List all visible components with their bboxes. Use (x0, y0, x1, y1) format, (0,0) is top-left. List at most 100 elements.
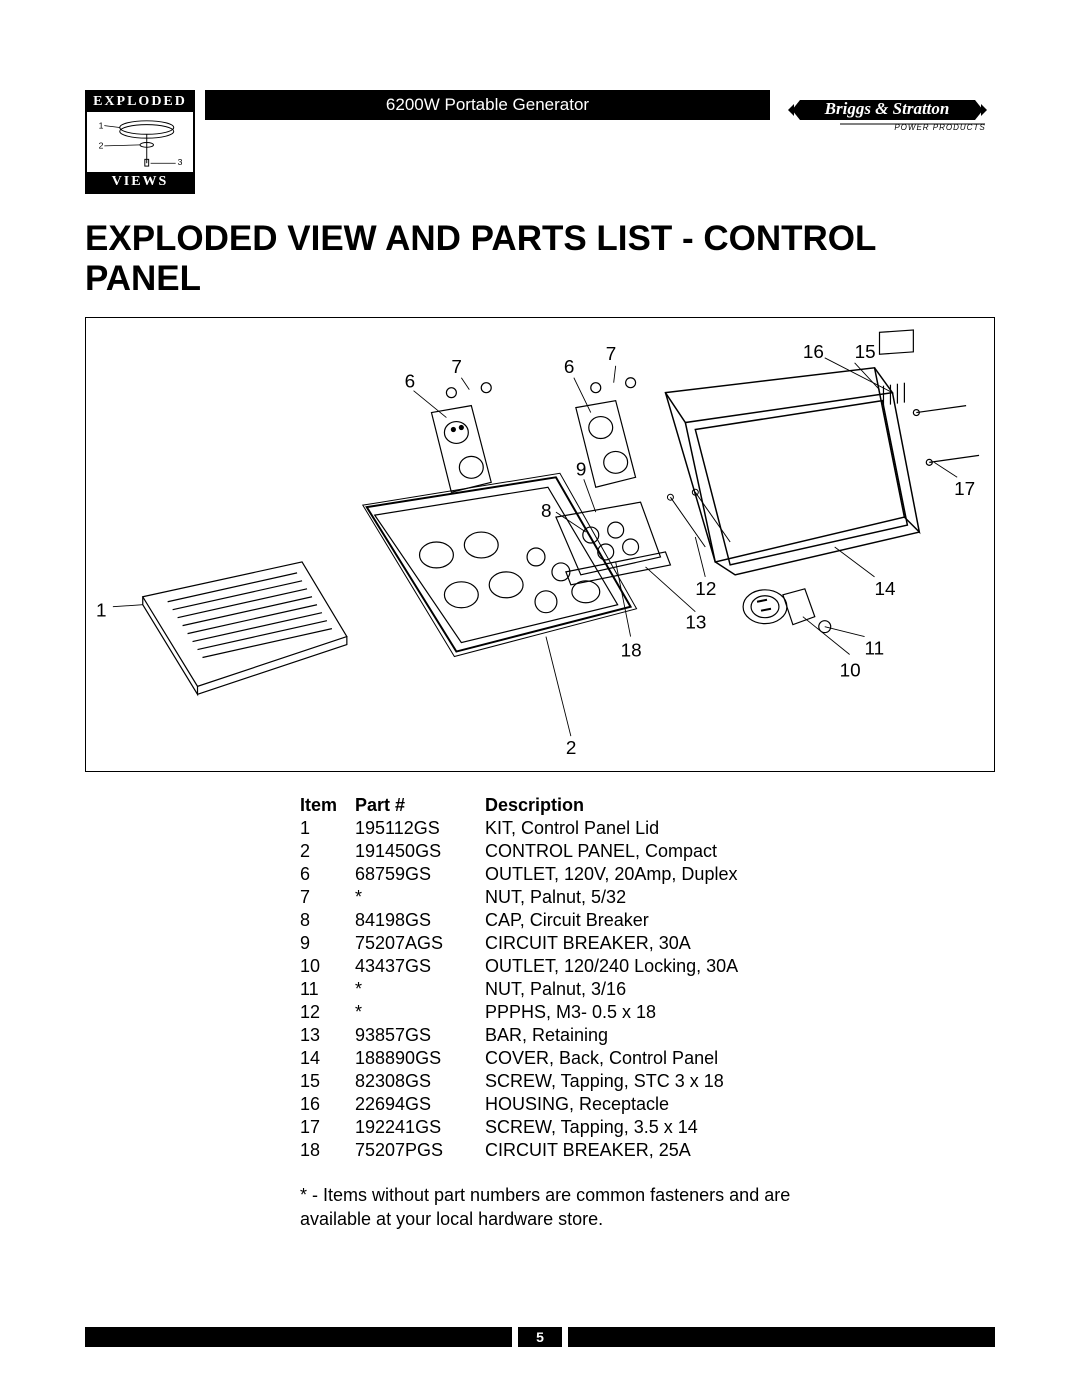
callout-2: 2 (566, 738, 577, 759)
page-number: 5 (512, 1327, 568, 1347)
callout-1: 1 (96, 601, 107, 622)
cell-part: 68759GS (355, 863, 485, 886)
cell-desc: SCREW, Tapping, 3.5 x 14 (485, 1116, 995, 1139)
cell-desc: CAP, Circuit Breaker (485, 909, 995, 932)
header-row: EXPLODED 1 2 3 VIEWS 6200W (85, 90, 995, 194)
svg-text:2: 2 (99, 141, 104, 151)
badge-bottom-label: VIEWS (87, 172, 193, 192)
table-row: 7*NUT, Palnut, 5/32 (300, 886, 995, 909)
cell-item: 16 (300, 1093, 355, 1116)
cell-desc: KIT, Control Panel Lid (485, 817, 995, 840)
footnote: * - Items without part numbers are commo… (300, 1183, 860, 1232)
cell-part: 191450GS (355, 840, 485, 863)
cell-desc: PPPHS, M3- 0.5 x 18 (485, 1001, 995, 1024)
callout-16: 16 (803, 342, 824, 363)
cell-part: * (355, 978, 485, 1001)
svg-text:3: 3 (178, 157, 183, 167)
cell-item: 2 (300, 840, 355, 863)
exploded-views-badge: EXPLODED 1 2 3 VIEWS (85, 90, 195, 194)
cell-item: 13 (300, 1024, 355, 1047)
callout-8: 8 (541, 501, 552, 522)
svg-text:1: 1 (99, 121, 104, 131)
cell-part: 75207AGS (355, 932, 485, 955)
callout-11: 11 (865, 639, 885, 660)
cell-desc: OUTLET, 120V, 20Amp, Duplex (485, 863, 995, 886)
cell-item: 1 (300, 817, 355, 840)
cell-item: 14 (300, 1047, 355, 1070)
callout-7a: 7 (451, 357, 462, 378)
cell-desc: COVER, Back, Control Panel (485, 1047, 995, 1070)
col-header-part: Part # (355, 794, 485, 817)
callout-14: 14 (875, 579, 896, 600)
cell-part: * (355, 886, 485, 909)
cell-desc: OUTLET, 120/240 Locking, 30A (485, 955, 995, 978)
cell-item: 15 (300, 1070, 355, 1093)
table-row: 884198GSCAP, Circuit Breaker (300, 909, 995, 932)
product-title-text: 6200W Portable Generator (386, 95, 589, 115)
cell-item: 17 (300, 1116, 355, 1139)
footer-bar: 5 (85, 1327, 995, 1347)
callout-7b: 7 (606, 344, 617, 365)
cell-part: 195112GS (355, 817, 485, 840)
callout-15: 15 (855, 342, 876, 363)
table-row: 11*NUT, Palnut, 3/16 (300, 978, 995, 1001)
cell-desc: NUT, Palnut, 5/32 (485, 886, 995, 909)
col-header-item: Item (300, 794, 355, 817)
callout-18: 18 (621, 641, 642, 662)
table-row: 1582308GSSCREW, Tapping, STC 3 x 18 (300, 1070, 995, 1093)
callout-6b: 6 (564, 357, 575, 378)
badge-top-label: EXPLODED (87, 92, 193, 112)
cell-item: 10 (300, 955, 355, 978)
table-row: 975207AGSCIRCUIT BREAKER, 30A (300, 932, 995, 955)
callout-6a: 6 (405, 372, 416, 393)
brand-logo: Briggs & Stratton POWER PRODUCTS (780, 88, 995, 148)
table-row: 1622694GSHOUSING, Receptacle (300, 1093, 995, 1116)
cell-desc: CONTROL PANEL, Compact (485, 840, 995, 863)
cell-part: * (355, 1001, 485, 1024)
cell-item: 8 (300, 909, 355, 932)
cell-desc: NUT, Palnut, 3/16 (485, 978, 995, 1001)
cell-part: 82308GS (355, 1070, 485, 1093)
cell-desc: HOUSING, Receptacle (485, 1093, 995, 1116)
cell-part: 188890GS (355, 1047, 485, 1070)
cell-part: 43437GS (355, 955, 485, 978)
table-row: 2191450GSCONTROL PANEL, Compact (300, 840, 995, 863)
table-row: 12*PPPHS, M3- 0.5 x 18 (300, 1001, 995, 1024)
callout-9: 9 (576, 459, 587, 480)
table-row: 1195112GSKIT, Control Panel Lid (300, 817, 995, 840)
cell-desc: BAR, Retaining (485, 1024, 995, 1047)
cell-desc: SCREW, Tapping, STC 3 x 18 (485, 1070, 995, 1093)
callout-12: 12 (695, 579, 716, 600)
cell-item: 6 (300, 863, 355, 886)
cell-desc: CIRCUIT BREAKER, 30A (485, 932, 995, 955)
cell-part: 84198GS (355, 909, 485, 932)
parts-table: Item Part # Description 1195112GSKIT, Co… (300, 794, 995, 1163)
cell-item: 12 (300, 1001, 355, 1024)
table-row: 17192241GSSCREW, Tapping, 3.5 x 14 (300, 1116, 995, 1139)
table-header-row: Item Part # Description (300, 794, 995, 817)
cell-item: 9 (300, 932, 355, 955)
col-header-desc: Description (485, 794, 995, 817)
cell-part: 22694GS (355, 1093, 485, 1116)
cell-part: 75207PGS (355, 1139, 485, 1162)
footer-rule-left (85, 1327, 512, 1347)
footer-rule-right (568, 1327, 995, 1347)
cell-part: 192241GS (355, 1116, 485, 1139)
cell-item: 7 (300, 886, 355, 909)
product-title-bar: 6200W Portable Generator (205, 90, 770, 120)
table-row: 14188890GSCOVER, Back, Control Panel (300, 1047, 995, 1070)
badge-illustration: 1 2 3 (87, 112, 193, 172)
page-title: EXPLODED VIEW AND PARTS LIST - CONTROL P… (85, 219, 995, 299)
table-row: 668759GSOUTLET, 120V, 20Amp, Duplex (300, 863, 995, 886)
brand-name-text: Briggs & Stratton (824, 99, 950, 118)
cell-part: 93857GS (355, 1024, 485, 1047)
table-row: 1393857GSBAR, Retaining (300, 1024, 995, 1047)
cell-item: 18 (300, 1139, 355, 1162)
table-row: 1043437GSOUTLET, 120/240 Locking, 30A (300, 955, 995, 978)
cell-item: 11 (300, 978, 355, 1001)
table-row: 1875207PGSCIRCUIT BREAKER, 25A (300, 1139, 995, 1162)
callout-13: 13 (685, 613, 706, 634)
callout-10: 10 (840, 660, 861, 681)
exploded-diagram: 1 2 6 6 7 7 8 9 10 11 12 13 14 15 16 17 … (85, 317, 995, 772)
callout-17: 17 (954, 479, 975, 500)
